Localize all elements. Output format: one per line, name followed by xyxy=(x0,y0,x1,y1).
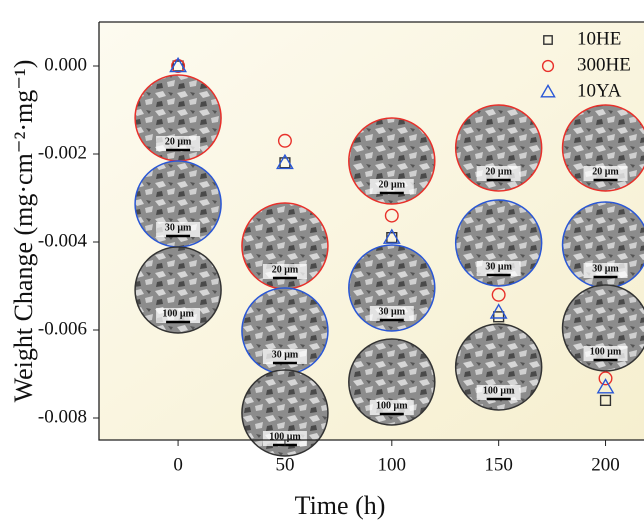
scale-bar-label: 30 μm xyxy=(165,222,192,233)
micrograph: 20 μm xyxy=(456,105,542,191)
scale-bar-label: 20 μm xyxy=(592,166,619,177)
scale-bar-label: 30 μm xyxy=(379,306,406,317)
x-tick-label: 0 xyxy=(173,454,183,475)
legend-label: 300HE xyxy=(577,54,631,75)
scale-bar-label: 100 μm xyxy=(483,385,515,396)
scale-bar-label: 30 μm xyxy=(485,261,512,272)
micrograph: 30 μm xyxy=(242,288,328,374)
y-tick-label: 0.000 xyxy=(44,54,87,75)
legend-label: 10HE xyxy=(577,28,621,49)
micrograph: 20 μm xyxy=(135,75,221,161)
y-tick-label: -0.008 xyxy=(38,406,87,427)
scale-bar-label: 20 μm xyxy=(485,166,512,177)
scale-bar-label: 30 μm xyxy=(592,263,619,274)
scale-bar-label: 20 μm xyxy=(379,179,406,190)
micrograph: 100 μm xyxy=(349,339,435,425)
x-tick-label: 200 xyxy=(591,454,620,475)
micrograph: 20 μm xyxy=(349,118,435,204)
y-tick-label: -0.004 xyxy=(38,230,88,251)
micrograph: 30 μm xyxy=(349,245,435,331)
scale-bar-label: 30 μm xyxy=(272,349,299,360)
micrograph: 20 μm xyxy=(242,203,328,289)
scale-bar-label: 100 μm xyxy=(376,400,408,411)
micrograph: 100 μm xyxy=(563,285,644,371)
micrograph: 30 μm xyxy=(135,161,221,247)
y-tick-label: -0.006 xyxy=(38,318,87,339)
x-tick-label: 100 xyxy=(378,454,407,475)
y-axis-label: Weight Change (mg·cm⁻²·mg⁻¹) xyxy=(9,60,38,403)
x-tick-label: 50 xyxy=(275,454,294,475)
chart: 20 μm 30 μm 100 μm 20 μm 30 μm 100 μm 20 μm 30 … xyxy=(0,0,644,530)
scale-bar-label: 100 μm xyxy=(162,308,194,319)
scale-bar-label: 100 μm xyxy=(590,346,622,357)
scale-bar-label: 20 μm xyxy=(165,136,192,147)
micrograph: 30 μm xyxy=(563,202,644,288)
micrograph: 100 μm xyxy=(456,324,542,410)
micrograph: 30 μm xyxy=(456,200,542,286)
micrograph: 100 μm xyxy=(135,247,221,333)
y-tick-label: -0.002 xyxy=(38,142,87,163)
x-tick-label: 150 xyxy=(484,454,513,475)
legend-label: 10YA xyxy=(577,80,622,101)
micrograph: 20 μm xyxy=(563,105,644,191)
scale-bar-label: 20 μm xyxy=(272,264,299,275)
x-axis-label: Time (h) xyxy=(295,491,386,520)
